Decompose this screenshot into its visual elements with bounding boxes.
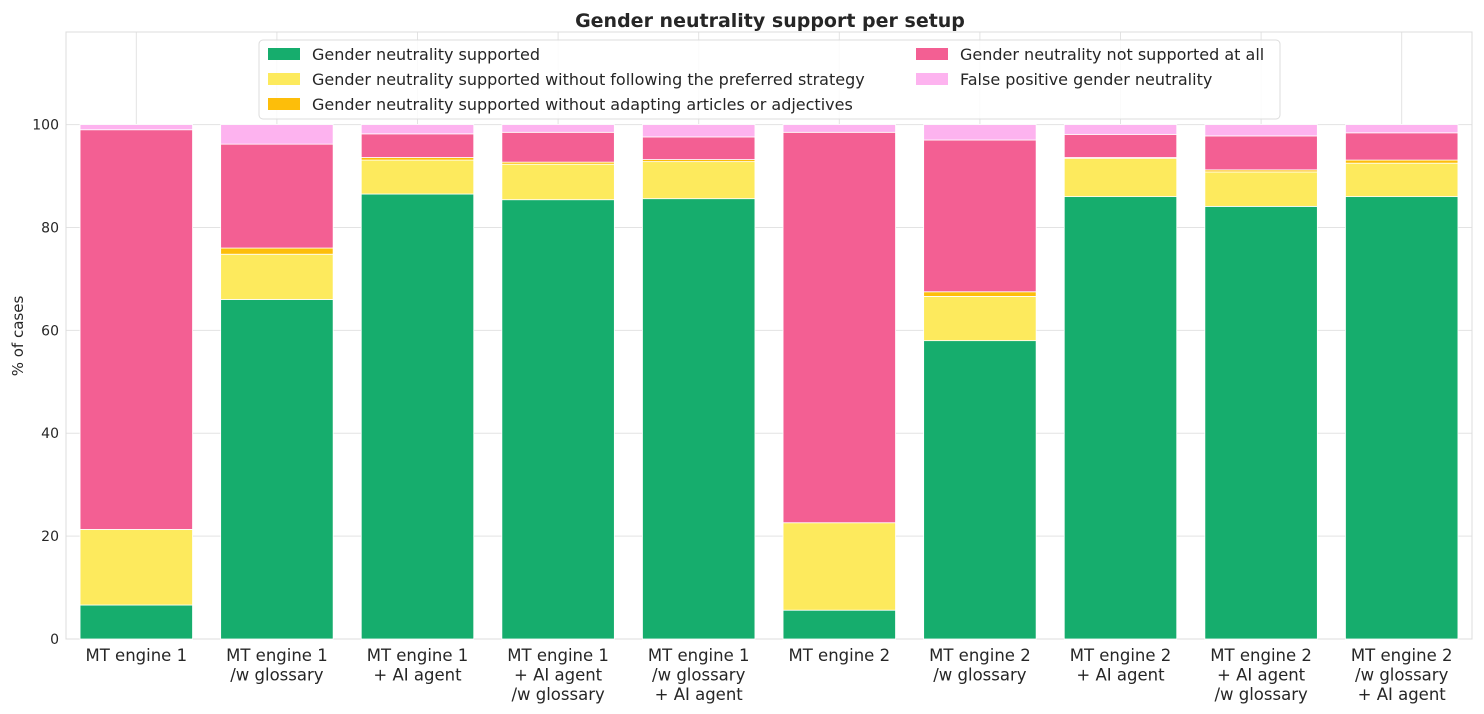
legend-swatch-4 — [916, 48, 948, 60]
legend-swatch-1 — [268, 48, 300, 60]
bar-segment-3 — [1345, 159, 1459, 164]
bar-segment-1 — [923, 340, 1037, 640]
bar-segment-2 — [1345, 162, 1459, 198]
bar-segment-4 — [782, 131, 896, 524]
legend-box — [258, 39, 1281, 120]
bar-segment-3 — [923, 291, 1037, 297]
bar-segment-4 — [642, 136, 756, 160]
bar-segment-4 — [1204, 135, 1318, 171]
bar-segment-4 — [923, 139, 1037, 293]
bar-segment-1 — [1345, 196, 1459, 640]
bar-segment-2 — [1204, 171, 1318, 207]
legend-label-3: Gender neutrality supported without adap… — [312, 95, 853, 114]
x-category-label: MT engine 1/w glossary + AI agent — [648, 646, 750, 704]
x-category-label: MT engine 1/w glossary — [226, 646, 328, 685]
bar-segment-1 — [360, 193, 475, 640]
x-category-label: MT engine 2 — [789, 646, 891, 665]
legend-label-1: Gender neutrality supported — [312, 45, 540, 64]
legend: Gender neutrality supported Gender neutra… — [258, 39, 1281, 120]
bar-segment-2 — [642, 161, 756, 200]
x-axis-labels: MT engine 1 MT engine 1/w glossary MT engi… — [86, 646, 1453, 704]
bar-segment-1 — [501, 199, 615, 640]
bar-segment-5 — [220, 124, 334, 145]
bar-segment-4 — [360, 133, 475, 158]
y-tick-label: 100 — [32, 118, 59, 134]
bar-segment-5 — [501, 124, 615, 133]
bar-segment-4 — [501, 131, 615, 163]
chart-title: Gender neutrality support per setup — [575, 10, 965, 32]
x-category-label: MT engine 2/w glossary — [929, 646, 1031, 685]
bar-segment-5 — [782, 124, 896, 133]
x-category-label: MT engine 2 + AI agent/w glossary — [1210, 646, 1312, 704]
bar-segment-2 — [79, 529, 193, 606]
bar-segment-5 — [1345, 124, 1459, 134]
bar-segment-4 — [220, 143, 334, 249]
bar-segment-4 — [79, 129, 193, 530]
legend-swatch-3 — [268, 98, 300, 110]
x-category-label: MT engine 2/w glossary + AI agent — [1351, 646, 1453, 704]
bar-segment-5 — [360, 124, 475, 135]
bar-segment-4 — [1345, 132, 1459, 161]
y-axis-ticks: 0 20 40 60 80 100 — [32, 118, 59, 648]
bar-segment-1 — [1204, 205, 1318, 640]
plot-frame — [65, 31, 1473, 640]
bar-segment-2 — [1063, 158, 1178, 198]
legend-swatch-2 — [268, 73, 300, 85]
x-category-label: MT engine 2 + AI agent — [1070, 646, 1172, 685]
y-tick-label: 40 — [41, 426, 59, 442]
bar-segment-2 — [923, 296, 1037, 342]
legend-label-4: Gender neutrality not supported at all — [960, 45, 1264, 64]
bar-segment-5 — [79, 124, 193, 131]
bar-segment-1 — [782, 609, 896, 640]
y-tick-label: 60 — [41, 323, 59, 339]
bar-segment-5 — [1063, 124, 1178, 135]
legend-label-2: Gender neutrality supported without foll… — [312, 70, 865, 89]
bar-segment-1 — [1063, 196, 1178, 640]
bar-segment-1 — [79, 604, 193, 640]
bar-segment-4 — [1063, 133, 1178, 158]
x-category-label: MT engine 1 + AI agent/w glossary — [507, 646, 609, 704]
bar-segment-2 — [220, 253, 334, 300]
bar-segment-2 — [501, 163, 615, 201]
bar-segment-1 — [642, 198, 756, 640]
y-tick-label: 80 — [41, 220, 59, 236]
bar-segment-3 — [220, 247, 334, 255]
y-axis-label: % of cases — [9, 296, 27, 377]
bar-segment-2 — [360, 159, 475, 195]
legend-swatch-5 — [916, 73, 948, 85]
bar-segment-5 — [1204, 124, 1318, 137]
bar-segment-5 — [923, 124, 1037, 141]
x-category-label: MT engine 1 + AI agent — [367, 646, 469, 685]
bars — [79, 124, 1459, 640]
bar-segment-5 — [642, 124, 756, 138]
legend-label-5: False positive gender neutrality — [960, 70, 1212, 89]
x-category-label: MT engine 1 — [86, 646, 188, 665]
bar-segment-1 — [220, 299, 334, 640]
y-tick-label: 0 — [50, 632, 59, 648]
y-tick-label: 20 — [41, 529, 59, 545]
bar-segment-2 — [782, 522, 896, 611]
